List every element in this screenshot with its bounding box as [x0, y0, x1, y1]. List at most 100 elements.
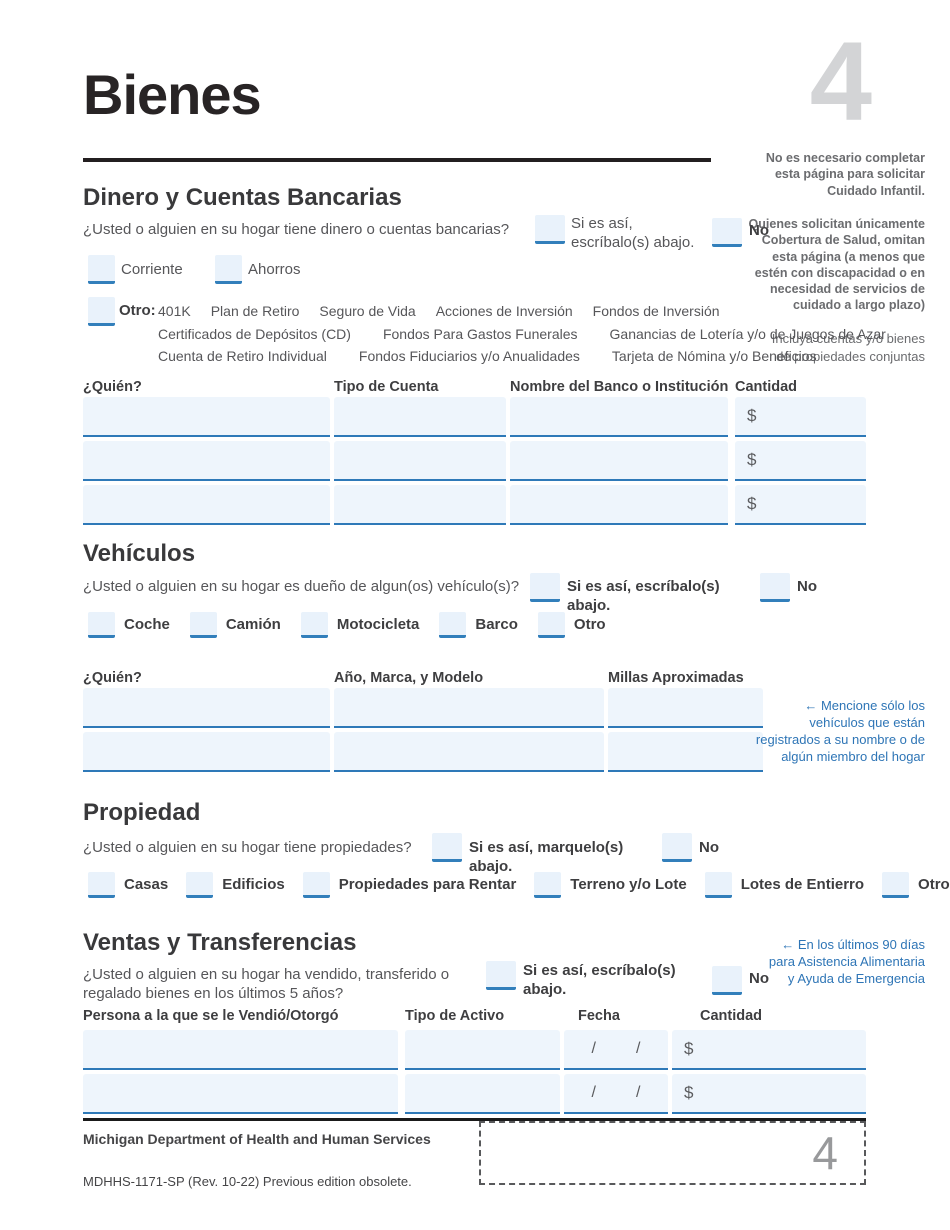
left-arrow-icon: ←	[804, 698, 818, 713]
money-account-type-input[interactable]	[334, 485, 506, 525]
money-no-label: No	[749, 222, 769, 239]
other-account-checkbox[interactable]	[88, 297, 115, 326]
sales-question: ¿Usted o alguien en su hogar ha vendido,…	[83, 966, 450, 1002]
money-account-type-input[interactable]	[334, 397, 506, 437]
sales-asset-type-input[interactable]	[405, 1074, 560, 1114]
vehicle-who-input[interactable]	[83, 688, 330, 728]
other-item: 401K	[158, 303, 191, 319]
title-divider	[83, 158, 711, 162]
checking-checkbox[interactable]	[88, 255, 115, 284]
table-row: / / $	[83, 1030, 866, 1070]
money-yes-label: Si es así, escríbalo(s) abajo.	[571, 215, 695, 251]
table-row	[83, 688, 763, 728]
vehicles-no-checkbox[interactable]	[760, 573, 790, 602]
sales-timeframe-note: ← En los últimos 90 días para Asistencia…	[763, 937, 925, 988]
money-amount-input[interactable]: $	[735, 485, 866, 525]
savings-checkbox[interactable]	[215, 255, 242, 284]
sales-note-text: En los últimos 90 días para Asistencia A…	[768, 937, 925, 986]
money-amount-input[interactable]: $	[735, 441, 866, 481]
other-item: Cuenta de Retiro Individual	[158, 348, 327, 364]
rental-property-checkbox[interactable]	[302, 872, 330, 898]
footer-page-number: 4	[812, 1127, 838, 1179]
sales-section-heading: Ventas y Transferencias	[83, 929, 357, 956]
savings-label: Ahorros	[248, 261, 301, 278]
property-no-checkbox[interactable]	[662, 833, 692, 862]
table-row: / / $	[83, 1074, 866, 1114]
motorcycle-checkbox[interactable]	[300, 612, 328, 638]
sidebar-note-childcare: No es necesario completar esta página pa…	[765, 151, 925, 198]
table-row: $	[83, 441, 866, 481]
sales-person-input[interactable]	[83, 1030, 398, 1070]
money-bank-name-input[interactable]	[510, 441, 728, 481]
vehicles-registration-note: ← Mencione sólo los vehículos que están …	[755, 698, 925, 766]
sales-col-person: Persona a la que se le Vendió/Otorgó	[83, 1008, 339, 1024]
money-no-checkbox[interactable]	[712, 218, 742, 247]
vehicle-year-make-model-input[interactable]	[334, 732, 604, 772]
other-item: Ganancias de Lotería y/o de Juegos de Az…	[609, 326, 886, 342]
other-vehicle-label: Otro	[573, 616, 606, 633]
other-item: Tarjeta de Nómina y/o Beneficios	[611, 348, 817, 364]
car-checkbox[interactable]	[88, 612, 115, 638]
sales-date-input[interactable]: / /	[564, 1030, 668, 1070]
burial-lots-checkbox[interactable]	[704, 872, 732, 898]
sales-col-date: Fecha	[578, 1008, 620, 1024]
other-account-list-line1: 401K Plan de Retiro Seguro de Vida Accio…	[158, 303, 720, 319]
land-lot-label: Terreno y/o Lote	[570, 876, 687, 893]
money-bank-name-input[interactable]	[510, 397, 728, 437]
truck-checkbox[interactable]	[189, 612, 217, 638]
money-who-input[interactable]	[83, 441, 330, 481]
other-item: Seguro de Vida	[319, 303, 416, 319]
rental-property-label: Propiedades para Rentar	[338, 876, 517, 893]
other-vehicle-checkbox[interactable]	[537, 612, 565, 638]
other-item: Fondos Fiduciarios y/o Anualidades	[358, 348, 580, 364]
sidebar-note-health-coverage: Quienes solicitan únicamente Cobertura d…	[748, 217, 925, 313]
vehicles-yes-checkbox[interactable]	[530, 573, 560, 602]
buildings-checkbox[interactable]	[186, 872, 214, 898]
currency-prefix: $	[747, 450, 757, 469]
money-who-input[interactable]	[83, 485, 330, 525]
money-yes-checkbox[interactable]	[535, 215, 565, 244]
land-lot-checkbox[interactable]	[534, 872, 562, 898]
money-col-bank-name: Nombre del Banco o Institución	[510, 379, 729, 395]
sales-person-input[interactable]	[83, 1074, 398, 1114]
money-bank-name-input[interactable]	[510, 485, 728, 525]
date-separator: /	[636, 1084, 641, 1101]
boat-checkbox[interactable]	[439, 612, 467, 638]
footer-form-number: MDHHS-1171-SP (Rev. 10-22) Previous edit…	[83, 1174, 412, 1189]
houses-checkbox[interactable]	[88, 872, 115, 898]
vehicle-year-make-model-input[interactable]	[334, 688, 604, 728]
property-no-label: No	[699, 839, 719, 856]
vehicle-miles-input[interactable]	[608, 688, 763, 728]
table-row: $	[83, 397, 866, 437]
sales-yes-checkbox[interactable]	[486, 961, 516, 990]
other-property-label: Otro	[918, 876, 950, 893]
sales-date-input[interactable]: / /	[564, 1074, 668, 1114]
vehicles-table-body	[83, 688, 763, 776]
sidebar-note-joint-accounts: Incluya cuentas y/o bienes de propiedade…	[771, 331, 925, 364]
other-property-checkbox[interactable]	[882, 872, 910, 898]
other-item: Fondos Para Gastos Funerales	[382, 326, 578, 342]
checking-label: Corriente	[121, 261, 183, 278]
sales-no-checkbox[interactable]	[712, 966, 742, 995]
sales-no-label: No	[749, 970, 769, 987]
vehicles-col-who: ¿Quién?	[83, 670, 142, 686]
property-yes-label: Si es así, marquelo(s) abajo.	[469, 839, 624, 875]
vehicle-miles-input[interactable]	[608, 732, 763, 772]
other-item: Acciones de Inversión	[435, 303, 573, 319]
property-yes-checkbox[interactable]	[432, 833, 462, 862]
money-amount-input[interactable]: $	[735, 397, 866, 437]
currency-prefix: $	[684, 1039, 694, 1058]
vehicle-who-input[interactable]	[83, 732, 330, 772]
vehicles-question: ¿Usted o alguien en su hogar es dueño de…	[83, 578, 520, 595]
sales-asset-type-input[interactable]	[405, 1030, 560, 1070]
motorcycle-label: Motocicleta	[336, 616, 420, 633]
money-table-body: $ $ $	[83, 397, 866, 529]
sales-amount-input[interactable]: $	[672, 1074, 866, 1114]
money-who-input[interactable]	[83, 397, 330, 437]
money-account-type-input[interactable]	[334, 441, 506, 481]
property-question: ¿Usted o alguien en su hogar tiene propi…	[83, 839, 412, 856]
sales-yes-label: Si es así, escríbalo(s) abajo.	[523, 962, 676, 998]
date-separator: /	[636, 1040, 641, 1057]
sales-amount-input[interactable]: $	[672, 1030, 866, 1070]
